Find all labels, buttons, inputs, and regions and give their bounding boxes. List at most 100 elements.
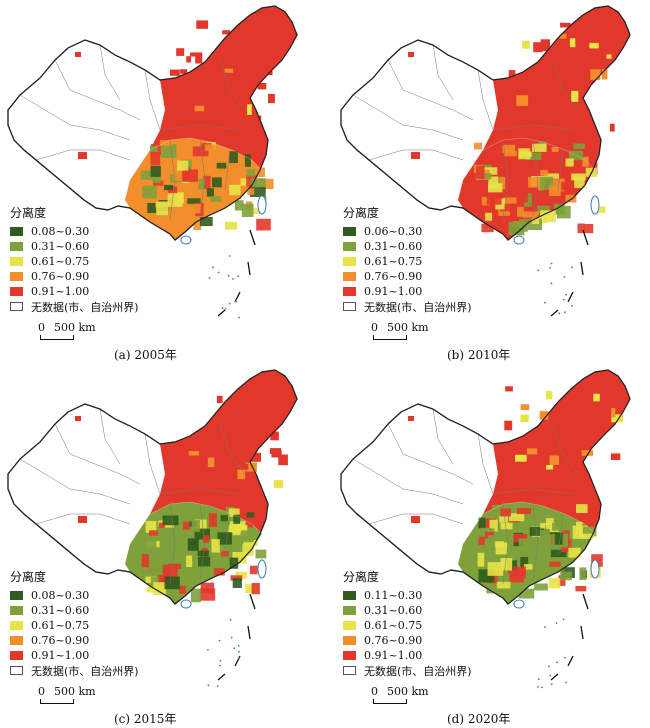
- island-dot: [218, 639, 221, 642]
- region-patch: [145, 575, 156, 583]
- island-dot: [562, 298, 565, 301]
- region-patch: [606, 54, 612, 59]
- province-boundary: [99, 44, 121, 101]
- region-patch: [194, 519, 207, 534]
- region-patch: [234, 200, 244, 211]
- scale-line: [373, 699, 407, 704]
- legend-swatch: [10, 606, 23, 615]
- region-patch: [173, 169, 182, 181]
- island-dot: [564, 311, 566, 314]
- region-patch: [249, 186, 266, 197]
- region-patch: [240, 417, 245, 427]
- region-patch: [255, 549, 267, 559]
- region-patch: [268, 93, 275, 104]
- island-dot: [565, 681, 567, 684]
- legend-label: 无数据(市、自治州界): [364, 664, 472, 678]
- dash-line: [249, 593, 256, 610]
- region-patch: [187, 203, 201, 214]
- province-boundary: [54, 59, 141, 121]
- province-boundary: [368, 149, 464, 161]
- province-boundary: [19, 458, 131, 505]
- island-dot: [571, 266, 573, 269]
- legend-swatch: [343, 227, 356, 236]
- region-patch: [411, 152, 420, 159]
- legend-swatch: [10, 227, 23, 236]
- region-patch: [215, 54, 226, 62]
- region-patch: [256, 218, 271, 231]
- legend-swatch: [10, 272, 23, 281]
- map-body: [340, 5, 631, 317]
- legend-swatch: [10, 666, 23, 675]
- region-patch: [601, 69, 608, 80]
- region-patch: [191, 520, 200, 532]
- region-patch: [199, 217, 213, 227]
- region-patch: [552, 424, 560, 430]
- region-patch: [213, 112, 219, 118]
- region-patch: [524, 564, 533, 570]
- province-boundary: [502, 139, 509, 221]
- legend-swatch: [343, 591, 356, 600]
- region-patch: [233, 514, 241, 524]
- legend-label: 0.08~0.30: [31, 225, 90, 238]
- region-patch: [211, 539, 220, 553]
- region-patch: [537, 205, 550, 215]
- map-body: [340, 369, 631, 689]
- legend-label: 0.76~0.90: [364, 270, 423, 283]
- scale-line: [373, 335, 407, 340]
- region-patch: [513, 533, 528, 543]
- region-patch: [220, 454, 232, 461]
- region-patch: [518, 538, 531, 551]
- region-patch: [534, 583, 548, 591]
- region-patch: [487, 562, 504, 576]
- legend-label: 0.61~0.75: [31, 255, 90, 268]
- island-dot: [571, 304, 573, 307]
- region-patch: [539, 411, 549, 420]
- region-patch: [526, 152, 542, 160]
- region-patch: [229, 557, 239, 569]
- region-patch: [520, 557, 529, 569]
- legend-item: 0.61~0.75: [10, 254, 139, 269]
- province-boundary: [387, 59, 474, 121]
- region-patch: [250, 565, 258, 575]
- island-dot: [563, 276, 566, 278]
- legend-label: 0.76~0.90: [31, 634, 90, 647]
- dash-line: [550, 673, 559, 681]
- region-patch: [611, 408, 616, 418]
- region-patch: [515, 454, 527, 462]
- legend-item: 0.76~0.90: [10, 269, 139, 284]
- region-patch: [164, 184, 174, 191]
- island-dot: [549, 674, 552, 677]
- legend-label: 无数据(市、自治州界): [31, 300, 139, 314]
- region-patch: [203, 535, 210, 543]
- legend-label: 0.11~0.30: [364, 589, 423, 602]
- region-patch: [539, 529, 550, 543]
- region-patch: [474, 142, 482, 150]
- region-patch: [75, 416, 81, 421]
- region-patch: [237, 469, 246, 480]
- region-patch: [504, 420, 513, 431]
- region-patch: [161, 144, 177, 158]
- legend-item: 0.91~1.00: [10, 648, 139, 663]
- map-panel-c: 分离度 0.08~0.30 0.31~0.60 0.61~0.75 0.76~0…: [0, 364, 325, 728]
- region-patch: [258, 393, 269, 405]
- map-body: [7, 5, 298, 319]
- island-dot: [550, 282, 553, 285]
- region-patch: [265, 65, 273, 76]
- province-boundary: [144, 69, 161, 131]
- region-patch: [194, 528, 210, 540]
- region-patch: [196, 124, 203, 134]
- region-patch: [164, 576, 180, 590]
- region-patch: [589, 42, 599, 49]
- legend-item: 0.31~0.60: [10, 239, 139, 254]
- island-dot: [221, 307, 224, 309]
- region-patch: [508, 70, 516, 80]
- region-patch: [545, 153, 554, 166]
- region-patch: [552, 522, 568, 531]
- panel-caption: (a) 2005年: [114, 348, 177, 362]
- region-patch: [517, 508, 531, 515]
- region-patch: [488, 535, 496, 549]
- province-boundary: [19, 94, 131, 141]
- region-patch: [500, 508, 511, 517]
- region-patch: [528, 177, 541, 188]
- province-boundary: [477, 433, 494, 495]
